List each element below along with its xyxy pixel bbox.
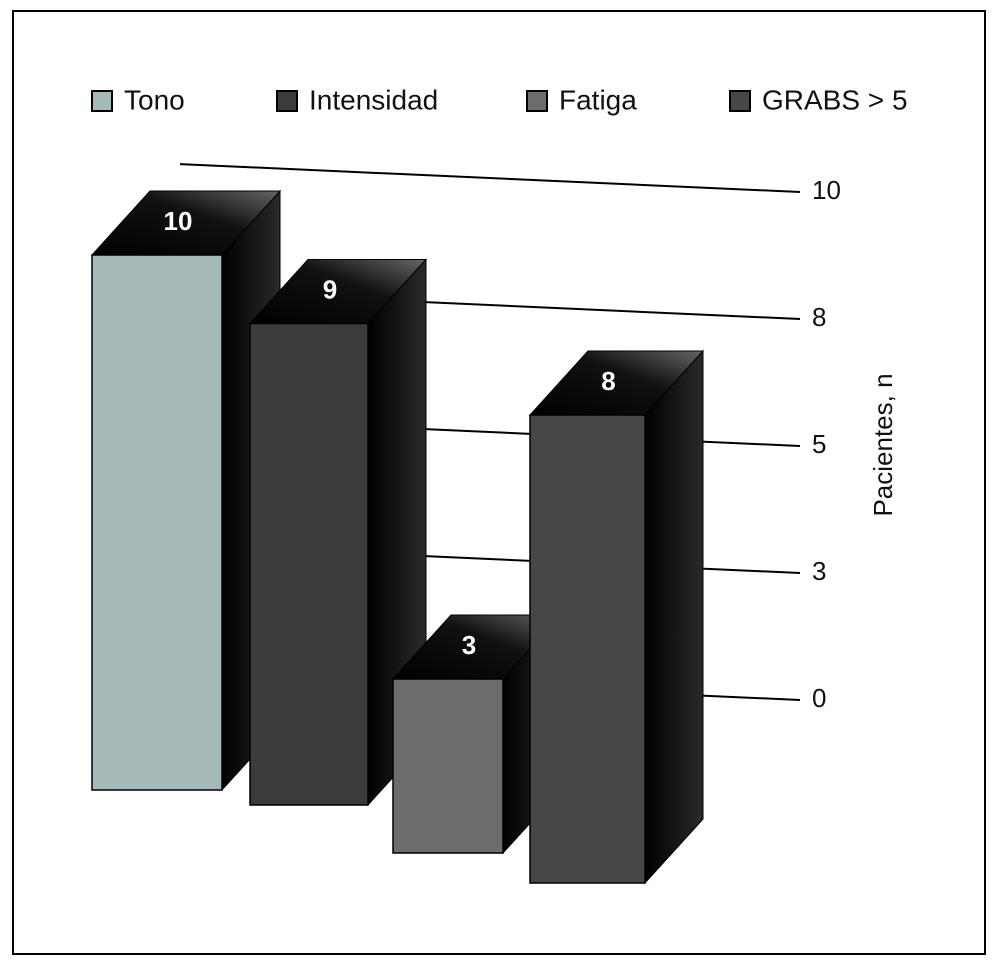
value-label: 3 [462,630,476,660]
y-tick-label: 10 [812,175,841,205]
y-axis-label: Pacientes, n [868,373,898,516]
frame [12,10,986,955]
legend-swatch [729,90,751,112]
legend-swatch [91,90,113,112]
value-label: 8 [601,366,615,396]
bar [529,414,646,884]
legend-label: Tono [124,84,185,115]
bar [91,254,223,791]
bar-side [644,349,704,885]
legend-label: Fatiga [559,84,637,115]
legend-label: Intensidad [309,84,438,115]
legend: Tono Intensidad Fatiga GRABS > 5 [91,84,908,115]
bars: 10 9 3 8 [90,189,705,885]
value-label: 10 [164,206,193,236]
legend-swatch [526,90,548,112]
y-tick-label: 5 [812,429,826,459]
legend-swatch [276,90,298,112]
y-tick-label: 8 [812,302,826,332]
y-tick-label: 0 [812,683,826,713]
bar [249,322,369,806]
grid-line [179,163,801,193]
value-label: 9 [323,274,337,304]
bar [392,678,504,854]
legend-label: GRABS > 5 [762,84,908,115]
y-tick-label: 3 [812,556,826,586]
